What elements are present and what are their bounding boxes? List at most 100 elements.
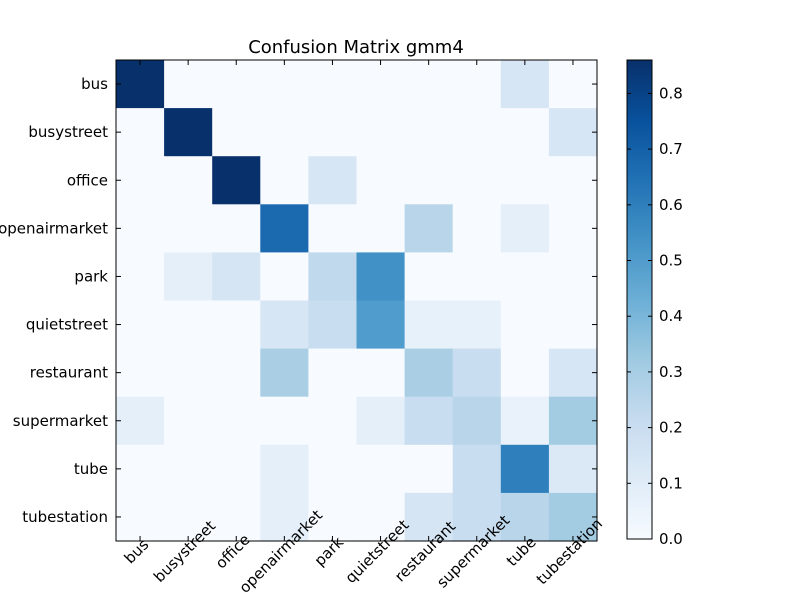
heatmap-cell-4-8 xyxy=(500,252,550,302)
colorbar-frame xyxy=(626,59,653,540)
heatmap-cell-9-7 xyxy=(452,492,502,542)
heatmap-frame xyxy=(115,59,598,542)
heatmap-cell-9-6 xyxy=(404,492,454,542)
colorbar-tick-label-1: 0.1 xyxy=(659,474,683,492)
heatmap-cell-5-4 xyxy=(308,300,358,350)
heatmap-cell-1-8 xyxy=(500,108,550,157)
heatmap-cell-5-3 xyxy=(260,300,309,350)
heatmap-cell-1-0 xyxy=(116,108,165,157)
heatmap-cell-6-0 xyxy=(116,348,165,398)
heatmap-cell-4-3 xyxy=(260,252,309,302)
heatmap-cell-5-6 xyxy=(404,300,454,350)
heatmap-cell-2-7 xyxy=(452,156,502,205)
heatmap-cell-9-3 xyxy=(260,492,309,542)
heatmap-cell-7-5 xyxy=(356,396,406,446)
heatmap-cell-8-3 xyxy=(260,444,309,494)
heatmap-cell-4-0 xyxy=(116,252,165,302)
heatmap-cell-2-2 xyxy=(212,156,261,205)
heatmap-cell-2-8 xyxy=(500,156,550,205)
heatmap-cell-9-0 xyxy=(116,492,165,542)
heatmap-cell-1-6 xyxy=(404,108,454,157)
heatmap-cell-0-6 xyxy=(404,60,454,109)
heatmap-cell-4-5 xyxy=(356,252,406,302)
heatmap-cell-3-2 xyxy=(212,204,261,253)
heatmap-cell-0-7 xyxy=(452,60,502,109)
heatmap-cell-9-4 xyxy=(308,492,358,542)
heatmap-cell-8-4 xyxy=(308,444,358,494)
heatmap-cell-5-7 xyxy=(452,300,502,350)
heatmap-cell-6-2 xyxy=(212,348,261,398)
colorbar-tick-label-3: 0.3 xyxy=(659,363,683,381)
heatmap-cell-2-0 xyxy=(116,156,165,205)
heatmap-cell-2-1 xyxy=(164,156,213,205)
heatmap-cell-8-8 xyxy=(500,444,550,494)
heatmap-cell-8-6 xyxy=(404,444,454,494)
colorbar-tick-label-5: 0.5 xyxy=(659,252,683,270)
heatmap-cell-3-6 xyxy=(404,204,454,253)
heatmap-cell-0-4 xyxy=(308,60,358,109)
y-tick-label-0: bus xyxy=(81,75,108,93)
heatmap-cell-7-4 xyxy=(308,396,358,446)
heatmap-cell-8-9 xyxy=(548,444,598,494)
heatmap-cell-6-6 xyxy=(404,348,454,398)
heatmap-cell-3-8 xyxy=(500,204,550,253)
colorbar-tick-label-7: 0.7 xyxy=(659,140,683,158)
heatmap-cell-1-1 xyxy=(164,108,213,157)
heatmap-cell-0-2 xyxy=(212,60,261,109)
y-tick-label-4: park xyxy=(74,267,108,285)
heatmap-cell-5-2 xyxy=(212,300,261,350)
y-tick-label-1: busystreet xyxy=(28,123,108,141)
heatmap-cell-2-5 xyxy=(356,156,406,205)
heatmap-cell-3-3 xyxy=(260,204,309,253)
colorbar-tick-label-2: 0.2 xyxy=(659,419,683,437)
y-tick-label-2: office xyxy=(67,171,108,189)
heatmap-cell-7-1 xyxy=(164,396,213,446)
heatmap-cell-4-7 xyxy=(452,252,502,302)
heatmap-cell-8-1 xyxy=(164,444,213,494)
heatmap-cell-9-2 xyxy=(212,492,261,542)
heatmap-cell-6-4 xyxy=(308,348,358,398)
heatmap-cell-8-2 xyxy=(212,444,261,494)
heatmap-cell-1-3 xyxy=(260,108,309,157)
heatmap-axis-ticks xyxy=(116,60,597,541)
heatmap-cell-5-0 xyxy=(116,300,165,350)
colorbar-tick-label-6: 0.6 xyxy=(659,196,683,214)
colorbar-gradient xyxy=(627,60,652,539)
heatmap-cell-3-7 xyxy=(452,204,502,253)
heatmap-cell-4-4 xyxy=(308,252,358,302)
heatmap-cell-9-8 xyxy=(500,492,550,542)
heatmap-cell-9-5 xyxy=(356,492,406,542)
heatmap-cell-3-0 xyxy=(116,204,165,253)
heatmap-cell-7-7 xyxy=(452,396,502,446)
heatmap-cell-2-4 xyxy=(308,156,358,205)
heatmap-cell-2-3 xyxy=(260,156,309,205)
heatmap-cell-6-8 xyxy=(500,348,550,398)
heatmap-cell-3-9 xyxy=(548,204,598,253)
heatmap-cells xyxy=(116,60,598,542)
heatmap-cell-6-1 xyxy=(164,348,213,398)
heatmap-cell-8-0 xyxy=(116,444,165,494)
colorbar-tick-label-4: 0.4 xyxy=(659,307,683,325)
heatmap-cell-7-3 xyxy=(260,396,309,446)
heatmap-cell-7-9 xyxy=(548,396,598,446)
heatmap-cell-5-8 xyxy=(500,300,550,350)
heatmap-cell-6-9 xyxy=(548,348,598,398)
heatmap-cell-0-0 xyxy=(116,60,165,109)
y-tick-label-7: supermarket xyxy=(13,412,108,430)
heatmap-cell-0-1 xyxy=(164,60,213,109)
heatmap-cell-6-3 xyxy=(260,348,309,398)
heatmap-cell-4-9 xyxy=(548,252,598,302)
heatmap-cell-2-9 xyxy=(548,156,598,205)
y-tick-label-9: tubestation xyxy=(22,508,108,526)
heatmap-cell-5-5 xyxy=(356,300,406,350)
heatmap-cell-7-8 xyxy=(500,396,550,446)
heatmap-cell-0-8 xyxy=(500,60,550,109)
colorbar: 0.0 0.1 0.2 0.3 0.4 0.5 0.6 0.7 0.8 xyxy=(626,59,683,548)
y-tick-label-5: quietstreet xyxy=(26,316,108,334)
heatmap-cell-3-4 xyxy=(308,204,358,253)
heatmap-cell-1-5 xyxy=(356,108,406,157)
heatmap-cell-8-7 xyxy=(452,444,502,494)
heatmap-cell-1-4 xyxy=(308,108,358,157)
heatmap-cell-9-9 xyxy=(548,492,598,542)
